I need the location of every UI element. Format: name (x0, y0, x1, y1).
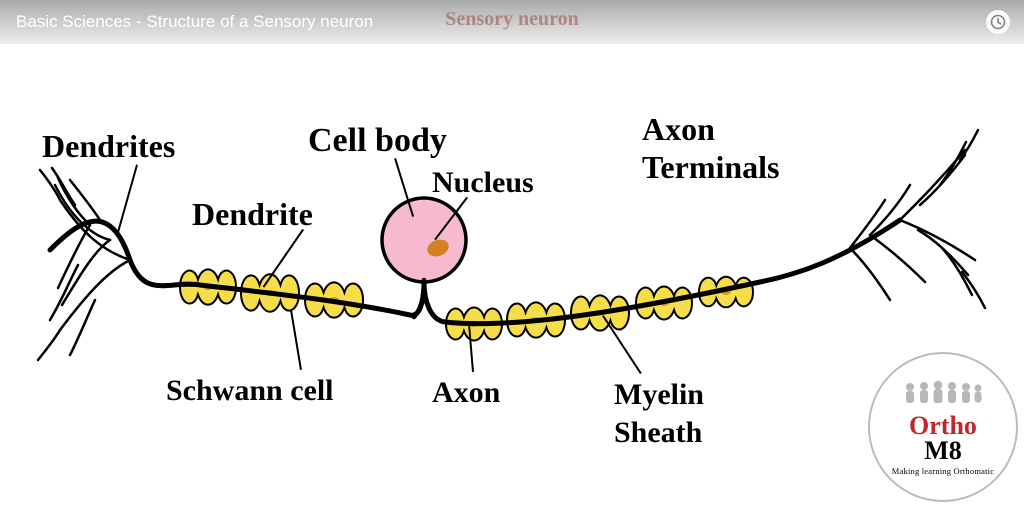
logo-brand: Ortho M8 (909, 414, 977, 463)
channel-logo: Ortho M8 Making learning Orthomatic (868, 352, 1018, 502)
axon-terminal-branch (940, 142, 966, 185)
axon-terminal-branch (918, 230, 968, 275)
logo-tagline: Making learning Orthomatic (892, 466, 994, 476)
label-dendrite: Dendrite (192, 196, 313, 233)
logo-people-icon (898, 378, 988, 412)
dendrite-branch (62, 240, 110, 305)
dendrite-branch (38, 330, 60, 360)
axon-terminal-branch (870, 235, 925, 282)
dendrite-branch (55, 185, 110, 240)
label-cell-body: Cell body (308, 122, 447, 160)
dendrite-branch (70, 300, 95, 355)
axon-terminal-branch (900, 220, 975, 260)
label-myelin-sheath: MyelinSheath (614, 376, 704, 452)
cell-body-stalk (414, 280, 424, 317)
dendrite-branch (60, 260, 130, 330)
cell-body (382, 198, 466, 282)
label-dendrites: Dendrites (42, 128, 175, 165)
video-frame: Sensory neuron Basic Sciences - Structur… (0, 0, 1024, 508)
axon-terminal-branch (962, 272, 985, 308)
axon-terminal-branch (850, 248, 890, 300)
label-schwann-cell: Schwann cell (166, 374, 334, 408)
dendrite-branch (58, 225, 90, 288)
label-nucleus: Nucleus (432, 166, 534, 200)
axon-terminal-branch (960, 130, 978, 160)
label-axon: Axon (432, 376, 500, 410)
label-axon-terminals: AxonTerminals (642, 110, 780, 186)
